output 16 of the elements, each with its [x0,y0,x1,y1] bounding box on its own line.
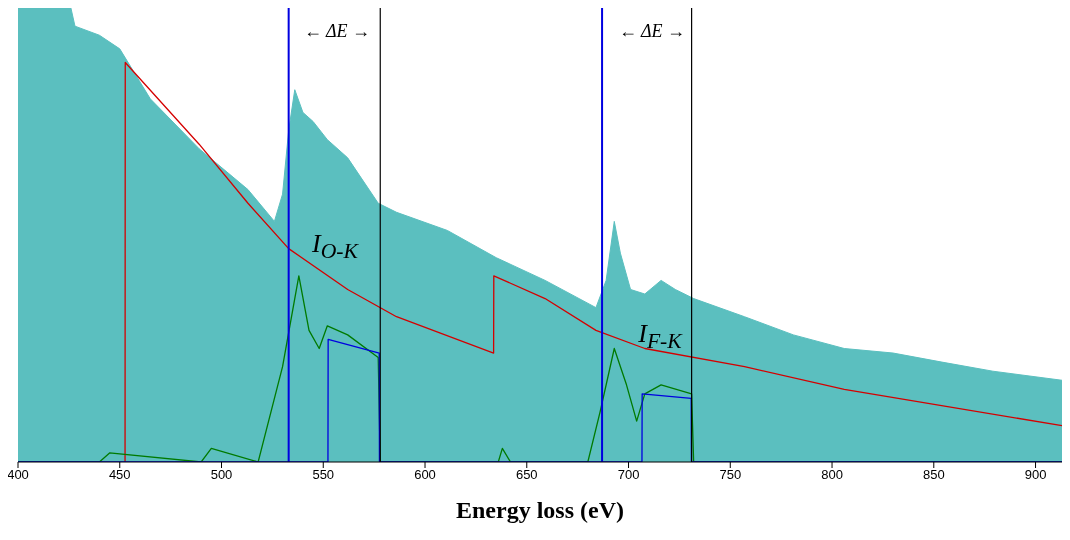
x-tick-label: 400 [7,467,29,483]
x-tick-label: 750 [719,467,742,483]
annotation: ← ΔE → [617,21,687,42]
x-tick-label: 550 [312,467,335,483]
annotation: I$_{F-K}$ [637,319,684,355]
x-tick-label: 500 [210,467,233,483]
x-tick-label: 600 [414,467,436,483]
x-axis-title: Energy loss (eV) [456,497,624,523]
x-tick-label: 650 [515,467,538,483]
x-tick-label: 700 [617,467,640,483]
x-tick-label: 900 [1024,467,1047,483]
x-tick-label: 450 [108,467,131,483]
x-tick-label: 850 [922,467,945,483]
annotation: ← ΔE → [302,21,372,42]
annotation: I$_{O-K}$ [311,229,360,265]
x-tick-label: 800 [821,467,843,483]
